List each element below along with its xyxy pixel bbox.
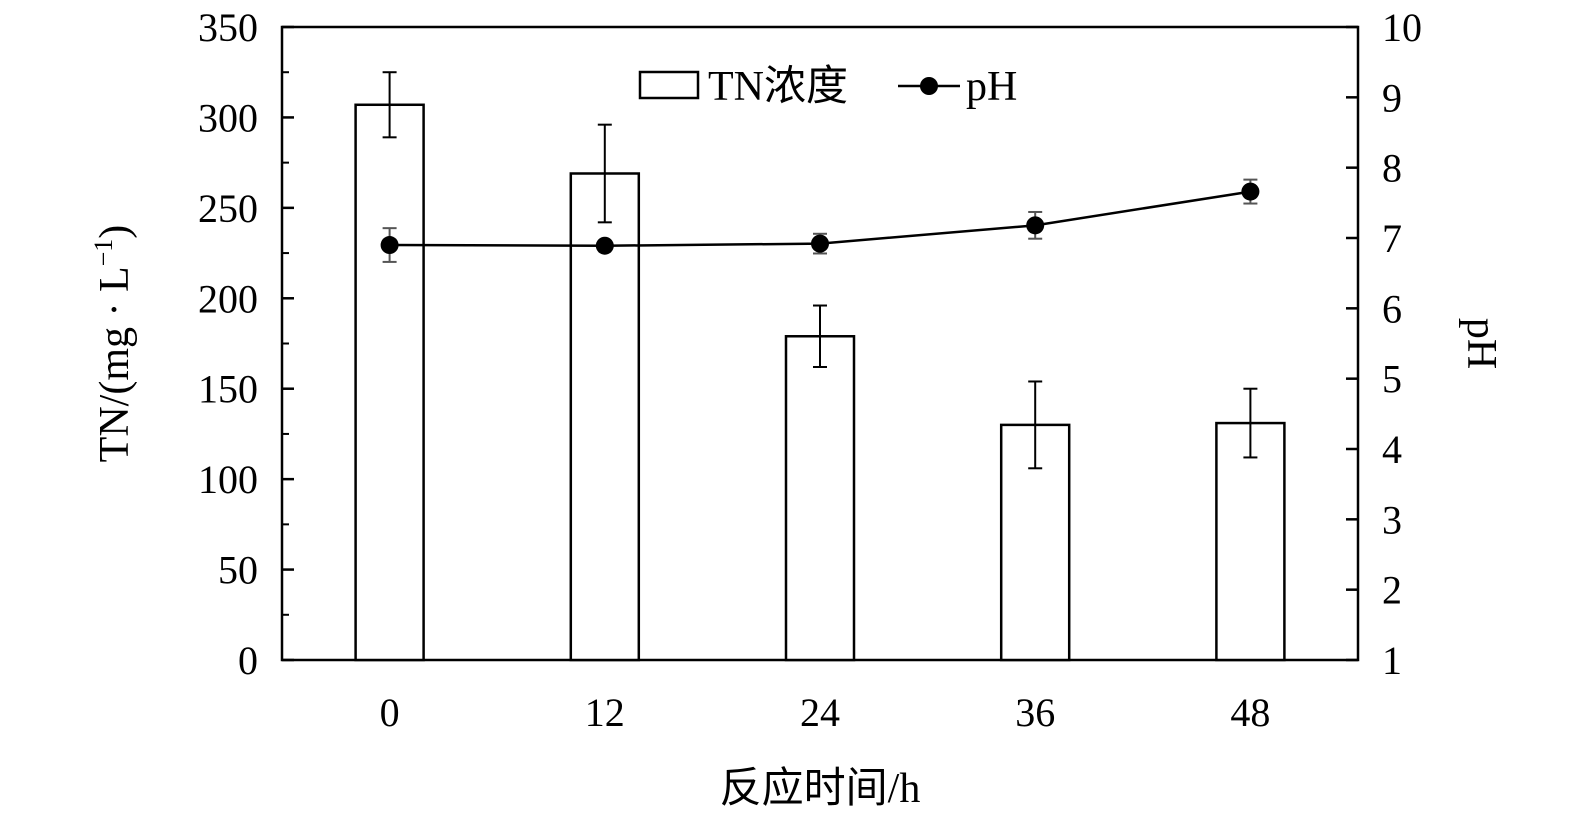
left-tick-label: 250 xyxy=(198,186,258,231)
legend-bar-swatch xyxy=(638,70,700,100)
x-tick-label: 12 xyxy=(585,690,625,735)
ph-point xyxy=(380,236,399,255)
line-series xyxy=(380,178,1260,263)
legend-line-label: pH xyxy=(966,64,1017,110)
y-axis-title-superscript: −1 xyxy=(89,239,118,267)
ph-point xyxy=(1241,182,1260,201)
ph-point xyxy=(1026,216,1045,235)
right-tick-label: 4 xyxy=(1382,427,1402,472)
bar xyxy=(1215,421,1286,662)
left-tick-label: 350 xyxy=(198,5,258,50)
right-tick-label: 5 xyxy=(1382,357,1402,402)
legend-line-marker xyxy=(920,77,938,95)
bar-series xyxy=(354,71,1286,662)
y-axis-title: TN/(mg · L−1) xyxy=(89,225,138,463)
right-tick-label: 3 xyxy=(1382,497,1402,542)
right-axis: 1 2 3 4 5 6 7 8 9 10 xyxy=(1346,5,1422,683)
legend-bar-label: TN浓度 xyxy=(708,64,848,110)
right-tick-label: 9 xyxy=(1382,75,1402,120)
right-tick-label: 7 xyxy=(1382,216,1402,261)
x-tick-label: 0 xyxy=(380,690,400,735)
x-tick-label: 48 xyxy=(1230,690,1270,735)
left-tick-label: 100 xyxy=(198,457,258,502)
bar xyxy=(354,103,425,662)
x-tick-label: 36 xyxy=(1015,690,1055,735)
left-tick-label: 300 xyxy=(198,95,258,140)
y-axis-title-close: ) xyxy=(92,225,138,239)
right-tick-label: 10 xyxy=(1382,5,1422,50)
right-tick-label: 6 xyxy=(1382,286,1402,331)
left-tick-label: 0 xyxy=(238,638,258,683)
left-tick-label: 50 xyxy=(218,548,258,593)
bar xyxy=(784,335,856,662)
right-tick-label: 8 xyxy=(1382,146,1402,191)
y-axis-title-main: TN/(mg · L xyxy=(92,266,138,462)
x-axis: 0 12 24 36 48 xyxy=(380,690,1271,735)
left-tick-label: 200 xyxy=(198,276,258,321)
right-tick-label: 1 xyxy=(1382,638,1402,683)
y2-axis-title: pH xyxy=(1458,318,1504,369)
ph-point xyxy=(811,234,829,253)
legend: TN浓度 pH xyxy=(638,64,1017,110)
x-tick-label: 24 xyxy=(800,690,840,735)
x-axis-title: 反应时间/h xyxy=(720,765,921,812)
left-tick-label: 150 xyxy=(198,367,258,412)
left-axis: 0 50 100 150 200 250 300 350 xyxy=(198,5,294,683)
right-tick-label: 2 xyxy=(1382,568,1402,613)
ph-point xyxy=(595,236,614,255)
